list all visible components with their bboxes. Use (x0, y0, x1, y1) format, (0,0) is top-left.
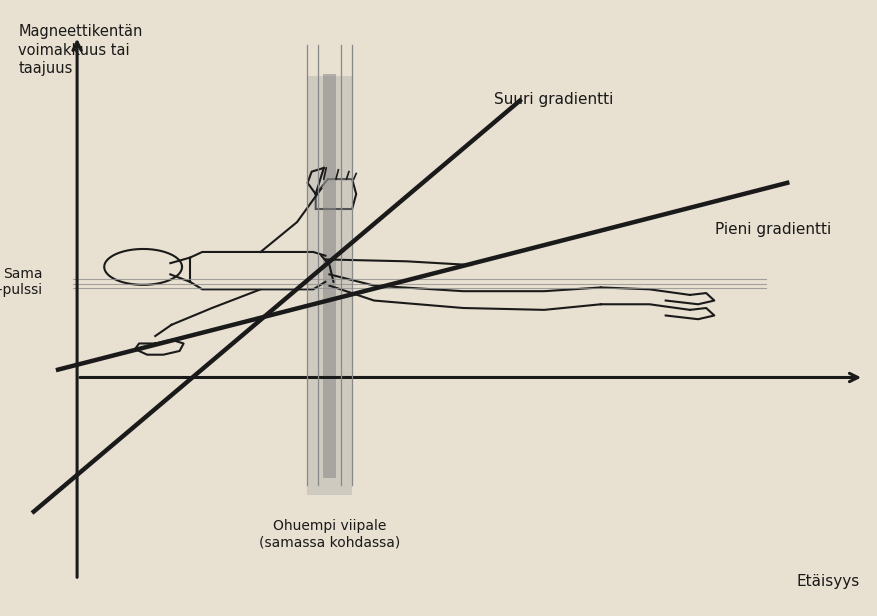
Text: Ohuempi viipale
(samassa kohdassa): Ohuempi viipale (samassa kohdassa) (259, 519, 400, 549)
Text: Pieni gradientti: Pieni gradientti (715, 222, 831, 237)
Text: Magneettikentän
voimakkuus tai
taajuus: Magneettikentän voimakkuus tai taajuus (18, 24, 143, 76)
Text: Sama
RF-pulssi: Sama RF-pulssi (0, 267, 43, 297)
Text: Suuri gradientti: Suuri gradientti (494, 92, 613, 107)
Text: Etäisyys: Etäisyys (796, 574, 859, 589)
Bar (307, 76, 353, 495)
Bar (323, 74, 336, 479)
